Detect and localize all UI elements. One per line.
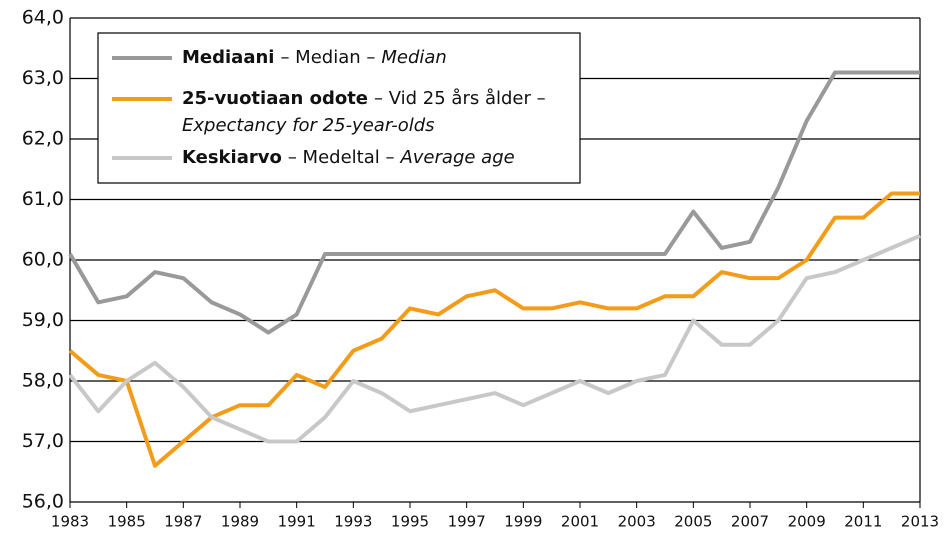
y-tick-label: 56,0 [22, 491, 64, 513]
legend-sv: – Median – [280, 47, 375, 68]
legend-sv: – Vid 25 års ålder – [374, 88, 546, 109]
x-tick-label: 2007 [731, 513, 769, 531]
x-tick-label: 1991 [278, 513, 316, 531]
legend-box [97, 32, 581, 184]
legend-sv: – Medeltal – [288, 147, 395, 168]
x-tick-label: 1985 [108, 513, 146, 531]
x-tick-label: 1983 [51, 513, 89, 531]
x-tick-label: 1987 [164, 513, 202, 531]
x-tick-label: 2009 [788, 513, 826, 531]
x-tick-label: 1995 [391, 513, 429, 531]
legend-en: Expectancy for 25-year-olds [182, 115, 435, 136]
x-tick-label: 1989 [221, 513, 259, 531]
legend-name: 25-vuotiaan odote [182, 88, 368, 109]
series-line [68, 70, 920, 335]
series-line [68, 191, 920, 468]
x-tick-label: 1993 [334, 513, 372, 531]
legend-label: 25-vuotiaan odote – Vid 25 års ålder – [182, 88, 546, 109]
x-tick-label: 2003 [618, 513, 656, 531]
y-tick-label: 63,0 [22, 67, 64, 89]
y-tick-label: 64,0 [22, 7, 64, 29]
series-line [68, 233, 921, 444]
legend-name: Keskiarvo [182, 147, 282, 168]
y-tick-label: 61,0 [22, 188, 64, 210]
x-tick-label: 2013 [901, 513, 939, 531]
legend-name: Mediaani [182, 47, 274, 68]
x-tick-label: 2005 [674, 513, 712, 531]
legend-label: Keskiarvo – Medeltal – Average age [182, 147, 515, 168]
x-tick-label: 2001 [561, 513, 599, 531]
x-tick-label: 1997 [448, 513, 486, 531]
legend-label: Mediaani – Median – Median [182, 47, 447, 68]
legend-en: Median [381, 47, 446, 68]
legend-en: Average age [399, 147, 514, 168]
y-tick-label: 58,0 [22, 370, 64, 392]
y-tick-label: 62,0 [22, 128, 64, 150]
y-tick-label: 59,0 [22, 309, 64, 331]
y-tick-label: 57,0 [22, 430, 64, 452]
y-tick-label: 60,0 [22, 249, 64, 271]
x-tick-label: 2011 [844, 513, 882, 531]
x-tick-label: 1999 [504, 513, 542, 531]
